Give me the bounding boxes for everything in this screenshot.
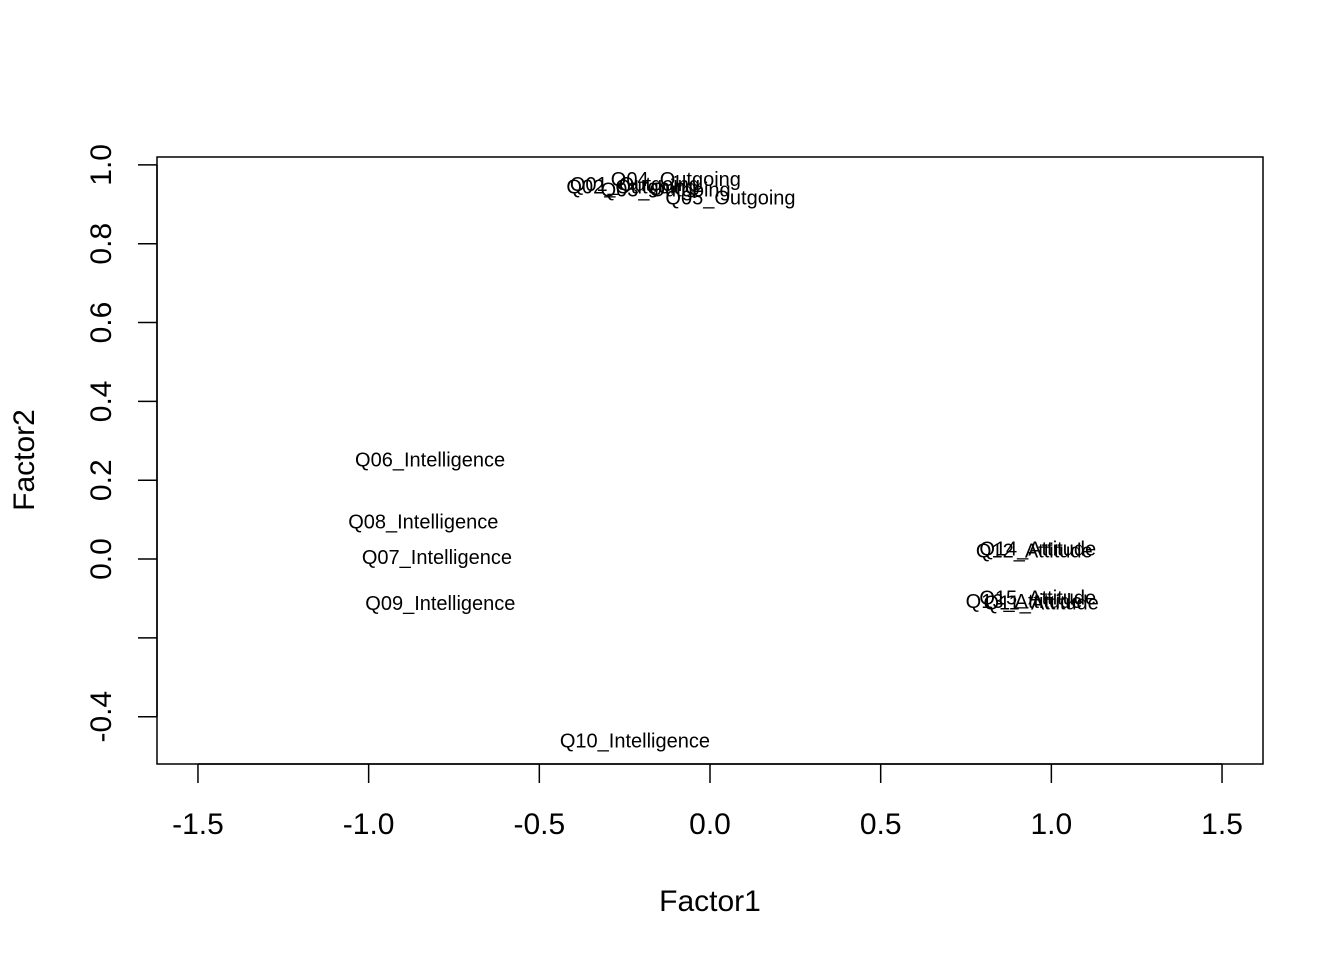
point-label: Q13_Attitude [966,591,1083,613]
x-tick-label: 0.5 [860,808,902,841]
x-tick-label: 0.0 [689,808,731,841]
point-label: Q04_Outgoing [611,169,741,191]
point-label: Q09_Intelligence [365,593,515,615]
point-label: Q14_Attitude [979,538,1096,560]
point-labels: Q01_OutgoingQ02_OutgoingQ03_OutgoingQ04_… [348,169,1099,752]
y-tick-label: 0.4 [85,381,118,423]
point-label: Q05_Outgoing [665,188,795,210]
point-label: Q02_Outgoing [566,177,696,199]
y-tick-label: 0.6 [85,302,118,344]
plot-frame [156,156,1264,765]
y-tick-label: 0.0 [85,538,118,580]
x-tick-label: -1.5 [172,808,224,841]
y-tick-label: 0.2 [85,459,118,501]
point-label: Q03_Outgoing [601,179,731,201]
point-label: Q07_Intelligence [362,547,512,569]
point-label: Q12_Attitude [976,540,1093,562]
x-tick-label: -0.5 [513,808,565,841]
y-tick-label: -0.4 [85,691,118,743]
x-tick-label: -1.0 [343,808,395,841]
x-tick-label: 1.0 [1030,808,1072,841]
y-axis-title: Factor2 [8,409,41,511]
point-label: Q10_Intelligence [560,730,710,752]
y-axis: -0.4 0.0 0.2 0.4 0.6 0.8 1.0 [85,144,158,743]
y-tick-label: 1.0 [85,144,118,186]
point-label: Q11_Attitude [983,592,1098,614]
point-label: Q01_Outgoing [570,174,700,196]
point-label: Q08_Intelligence [348,512,498,534]
x-tick-label: 1.5 [1201,808,1243,841]
x-axis: -1.5 -1.0 -0.5 0.0 0.5 1.0 1.5 [172,763,1243,841]
point-label: Q06_Intelligence [355,449,505,471]
point-label: Q15_Attitude [979,588,1096,610]
y-tick-label: 0.8 [85,223,118,265]
x-axis-title: Factor1 [659,885,761,918]
